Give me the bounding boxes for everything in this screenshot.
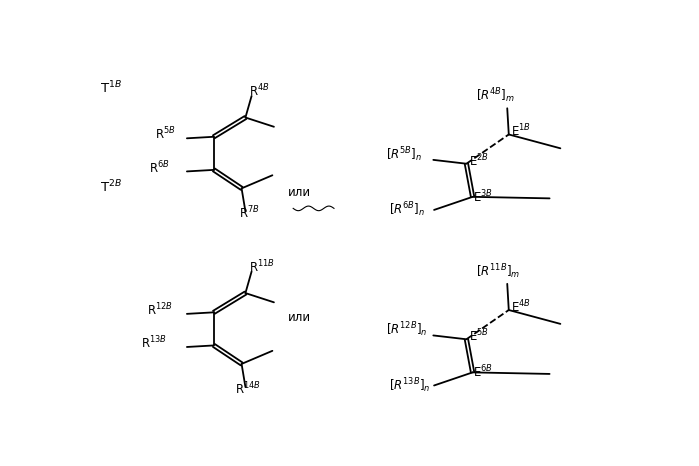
Text: $[R^{4B}]_m$: $[R^{4B}]_m$ xyxy=(477,87,515,105)
Text: R$^{7B}$: R$^{7B}$ xyxy=(239,205,260,221)
Text: E$^{3B}$: E$^{3B}$ xyxy=(473,189,493,205)
Text: R$^{6B}$: R$^{6B}$ xyxy=(149,159,170,176)
Text: T$^{2B}$: T$^{2B}$ xyxy=(100,178,122,195)
Text: E$^{2B}$: E$^{2B}$ xyxy=(469,152,489,169)
Text: R$^{4B}$: R$^{4B}$ xyxy=(250,83,270,100)
Text: E$^{6B}$: E$^{6B}$ xyxy=(473,364,493,381)
Text: $[R^{12B}]_n$: $[R^{12B}]_n$ xyxy=(386,321,427,339)
Text: R$^{12B}$: R$^{12B}$ xyxy=(147,302,173,318)
Text: $[R^{13B}]_n$: $[R^{13B}]_n$ xyxy=(389,376,431,395)
Text: E$^{5B}$: E$^{5B}$ xyxy=(469,328,489,344)
Text: R$^{11B}$: R$^{11B}$ xyxy=(250,259,275,275)
Text: или: или xyxy=(288,186,311,199)
Text: E$^{1B}$: E$^{1B}$ xyxy=(511,123,531,140)
Text: $[R^{6B}]_n$: $[R^{6B}]_n$ xyxy=(389,200,426,219)
Text: E$^{4B}$: E$^{4B}$ xyxy=(511,299,531,315)
Text: T$^{1B}$: T$^{1B}$ xyxy=(100,80,122,96)
Text: $[R^{11B}]_m$: $[R^{11B}]_m$ xyxy=(477,262,521,281)
Text: R$^{14B}$: R$^{14B}$ xyxy=(236,380,261,397)
Text: $[R^{5B}]_n$: $[R^{5B}]_n$ xyxy=(386,145,421,164)
Text: R$^{5B}$: R$^{5B}$ xyxy=(154,126,175,143)
Text: или: или xyxy=(288,311,311,324)
Text: R$^{13B}$: R$^{13B}$ xyxy=(141,335,167,351)
